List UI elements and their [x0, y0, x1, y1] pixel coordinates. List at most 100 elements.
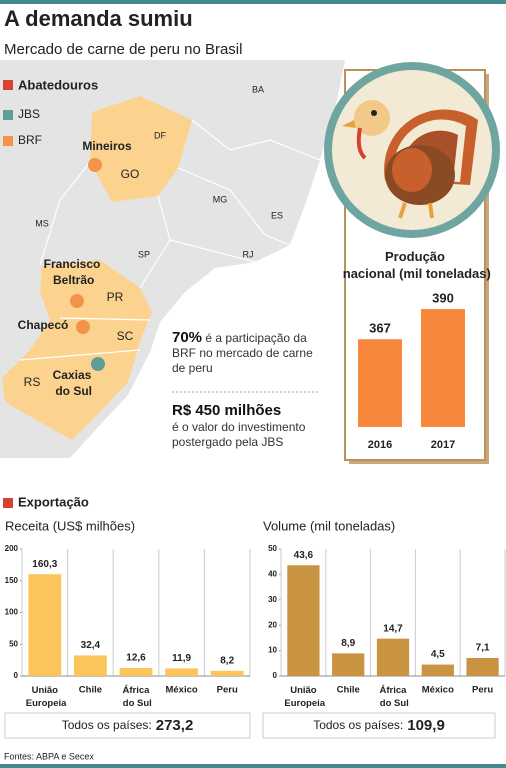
state-label: DF [154, 130, 166, 140]
x-tick-label-line: do Sul [377, 698, 409, 709]
x-tick-label-line: África [123, 685, 151, 696]
bar [287, 565, 320, 676]
chart-title: Volume (mil toneladas) [263, 518, 395, 533]
city-label-line: Beltrão [50, 273, 95, 287]
value-label: 160,3 [32, 559, 57, 570]
x-tick-label: 2017 [431, 439, 455, 451]
bar [332, 653, 365, 676]
value-label: 32,4 [81, 640, 101, 651]
x-tick-label: Peru [217, 685, 238, 696]
y-tick-label: 0 [273, 671, 278, 680]
value-label: 367 [369, 321, 391, 336]
bar [466, 657, 499, 676]
total: Todos os países: 273,2 [62, 717, 194, 734]
value-label: 7,1 [476, 643, 490, 654]
x-tick-label-line: do Sul [120, 698, 152, 709]
section-title: Exportação [18, 494, 89, 509]
total-box [262, 712, 496, 739]
state-label: SC [117, 329, 134, 343]
bottom-rule [0, 764, 506, 768]
source: Fontes: ABPA e Secex [4, 751, 94, 761]
total-text: Todos os países: [313, 718, 403, 732]
state-label: MG [213, 194, 228, 204]
bar [119, 667, 153, 676]
bar [421, 664, 454, 676]
city-label-line: do Sul [52, 384, 92, 398]
state-label: MS [35, 218, 49, 228]
y-tick-label: 100 [5, 608, 19, 617]
y-tick-label: 30 [268, 595, 277, 604]
state-label: ES [271, 210, 283, 220]
total-value: 273,2 [156, 717, 194, 734]
plant-dot [91, 357, 105, 371]
plant-dot [88, 158, 102, 172]
y-tick-label: 20 [268, 620, 277, 629]
value-label: 4,5 [431, 649, 445, 660]
y-tick-label: 150 [5, 576, 19, 585]
x-tick-label-line: União [290, 685, 317, 696]
plant-dot [70, 294, 84, 308]
chart-title-line: nacional (mil toneladas) [339, 266, 491, 281]
x-tick-label-line: Europeia [282, 698, 326, 709]
fact: R$ 450 milhões é o valor do investimento … [172, 402, 322, 450]
city-label: Mineiros [82, 139, 132, 153]
state-label: GO [121, 167, 140, 181]
bar [421, 309, 465, 427]
x-tick-label: União Europeia [282, 685, 326, 709]
city-label-line: Caxias [53, 368, 92, 382]
legend-title: Abatedouros [18, 77, 98, 92]
bar [210, 670, 244, 676]
x-tick-label-line: Europeia [23, 698, 67, 709]
value-label: 8,9 [341, 638, 355, 649]
map-region-go [90, 96, 192, 202]
x-tick-label: África do Sul [120, 685, 152, 709]
x-tick-label: África do Sul [377, 685, 409, 709]
x-tick-label: México [422, 685, 454, 696]
bar [358, 339, 402, 427]
chart-title: Receita (US$ milhões) [5, 518, 135, 533]
fact-highlight: 70% [172, 329, 203, 346]
value-label: 390 [432, 291, 454, 306]
legend-marker [3, 80, 13, 90]
value-label: 12,6 [126, 653, 146, 664]
value-label: 11,9 [172, 653, 191, 664]
y-tick-label: 40 [268, 570, 277, 579]
turkey-icon [342, 100, 478, 219]
chart-title-line: Produção [385, 249, 445, 264]
x-tick-label-line: União [32, 685, 59, 696]
bar [28, 574, 62, 676]
y-tick-label: 0 [14, 671, 19, 680]
chart-title: Produção nacional (mil toneladas) [339, 249, 491, 281]
city-label: Francisco Beltrão [44, 257, 101, 287]
total-box [4, 712, 251, 739]
map-region-south [2, 260, 152, 440]
x-tick-label: 2016 [368, 439, 392, 451]
subtitle: Mercado de carne de peru no Brasil [4, 41, 242, 58]
y-tick-label: 200 [5, 544, 19, 553]
fact-text: é o valor do investimento postergado pel… [172, 420, 306, 449]
bar [165, 668, 199, 676]
fact-text: é a participação da BRF no mercado de ca… [172, 331, 313, 375]
top-rule [0, 0, 506, 4]
title: A demanda sumiu [4, 6, 193, 31]
state-label: RS [24, 375, 41, 389]
state-label: RJ [243, 249, 254, 259]
y-tick-label: 50 [9, 639, 18, 648]
city-label: Caxias do Sul [52, 368, 92, 398]
legend-swatch [3, 110, 13, 120]
state-borders [19, 119, 321, 361]
x-tick-label-line: África [380, 685, 408, 696]
legend-label: BRF [18, 133, 42, 147]
x-tick-label: União Europeia [23, 685, 67, 709]
city-label-line: Francisco [44, 257, 101, 271]
fact: 70% é a participação da BRF no mercado d… [172, 330, 322, 376]
value-label: 14,7 [383, 623, 403, 634]
x-tick-label: Chile [337, 685, 360, 696]
bar [73, 655, 107, 676]
total-text: Todos os países: [62, 718, 152, 732]
total: Todos os países: 109,9 [313, 717, 445, 734]
state-label: SP [138, 249, 150, 259]
x-tick-label: Chile [79, 685, 102, 696]
